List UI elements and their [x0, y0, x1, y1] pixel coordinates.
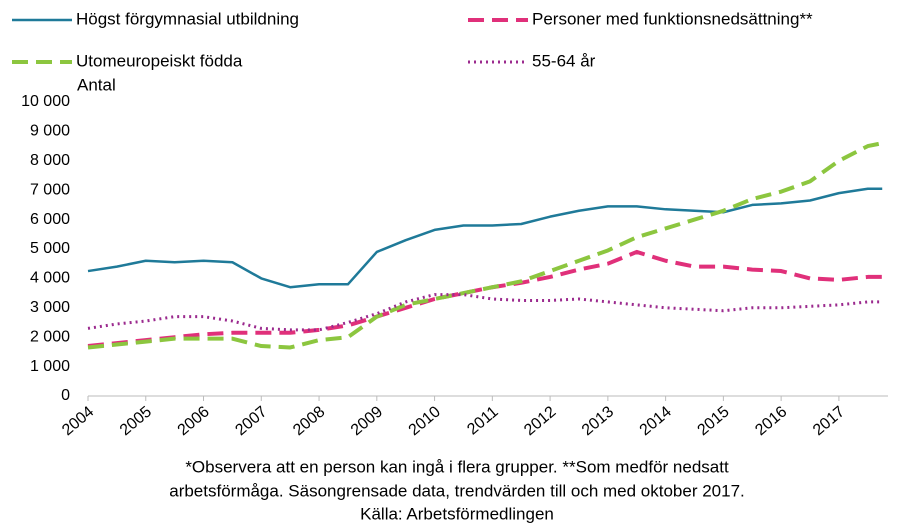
x-tick-label: 2015	[694, 403, 732, 439]
x-tick-label: 2016	[752, 403, 790, 439]
x-tick-label: 2006	[175, 403, 213, 439]
x-tick-label: 2013	[579, 403, 617, 439]
x-tick-label: 2010	[406, 403, 444, 439]
series-line	[87, 141, 883, 350]
x-tick-label: 2007	[232, 403, 270, 439]
x-tick-label: 2017	[810, 403, 848, 439]
legend-label: 55-64 år	[532, 51, 596, 70]
y-tick-label: 4 000	[30, 270, 70, 287]
x-tick-label: 2009	[348, 403, 386, 439]
legend-label: Högst förgymnasial utbildning	[76, 9, 299, 28]
y-tick-label: 1 000	[30, 358, 70, 375]
x-tick-label: 2014	[637, 403, 675, 439]
x-tick-label: 2004	[59, 403, 97, 439]
y-tick-label: 10 000	[21, 93, 70, 110]
y-tick-label: 6 000	[30, 211, 70, 228]
y-tick-label: 5 000	[30, 240, 70, 257]
series-line	[87, 249, 883, 349]
series-line	[87, 187, 883, 289]
legend-label: Utomeuropeiskt födda	[76, 51, 243, 70]
y-axis-label: Antal	[77, 75, 116, 94]
y-tick-label: 0	[61, 387, 70, 404]
note: arbetsförmåga. Säsongrensade data, trend…	[169, 481, 745, 500]
x-tick-label: 2008	[290, 403, 328, 439]
x-tick-label: 2011	[464, 403, 501, 438]
y-tick-label: 7 000	[30, 181, 70, 198]
legend-label: Personer med funktionsnedsättning**	[532, 9, 813, 28]
y-tick-label: 3 000	[30, 299, 70, 316]
series-line	[87, 293, 883, 332]
y-tick-label: 9 000	[30, 123, 70, 140]
note: *Observera att en person kan ingå i fler…	[185, 457, 729, 476]
note: Källa: Arbetsförmedlingen	[360, 504, 554, 523]
y-tick-label: 2 000	[30, 328, 70, 345]
x-tick-label: 2005	[117, 403, 155, 439]
y-tick-label: 8 000	[30, 152, 70, 169]
x-tick-label: 2012	[521, 403, 559, 439]
